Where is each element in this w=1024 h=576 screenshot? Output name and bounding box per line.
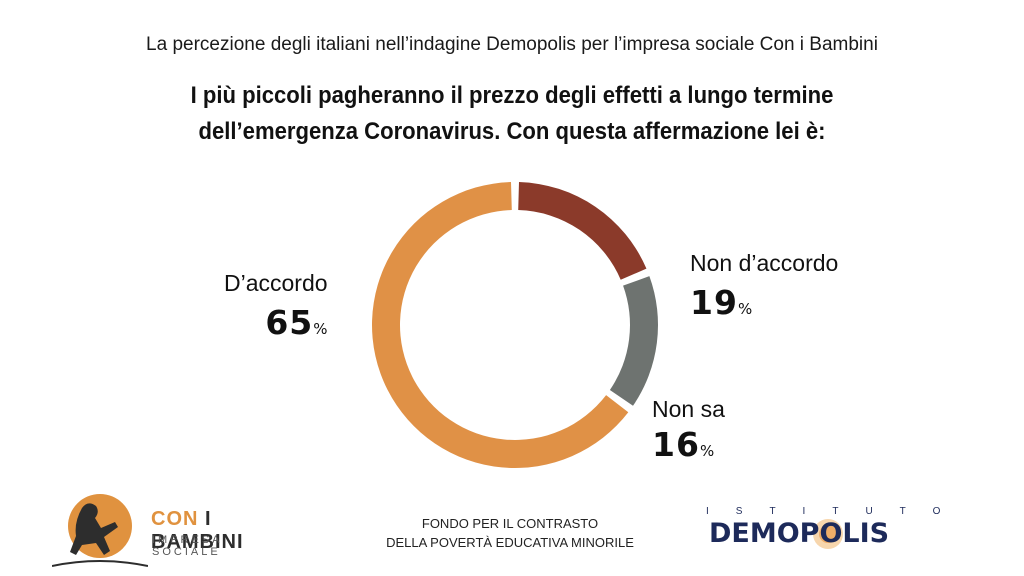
slice-value-daccordo: 65%	[224, 303, 328, 342]
slice-value-unit: %	[313, 320, 328, 338]
demopolis-sun-icon	[813, 519, 843, 549]
slice-value-unit: %	[737, 300, 753, 318]
demopolis-logo: ISTITUTO DEMOPOLIS	[706, 506, 968, 556]
slice-name-non-sa: Non sa	[652, 396, 725, 422]
chart-title-line-2: dell’emergenza Coronavirus. Con questa a…	[198, 118, 826, 145]
demopolis-logo-istituto: ISTITUTO	[706, 506, 968, 517]
chart-subtitle: La percezione degli italiani nell’indagi…	[146, 34, 878, 55]
donut-chart	[372, 182, 658, 468]
fund-caption-line-2: DELLA POVERTÀ EDUCATIVA MINORILE	[386, 535, 634, 550]
slice-name-non-daccordo: Non d’accordo	[690, 250, 839, 276]
slice-value-number-non-daccordo: 19	[690, 283, 738, 322]
con-i-bambini-tagline: IMPRESA SOCIALE	[152, 534, 222, 558]
slice-non-sa	[609, 276, 658, 406]
slice-value-number-non-sa: 16	[652, 425, 700, 464]
slice-label-daccordo: D’accordo 65%	[224, 270, 328, 342]
slice-value-non-sa: 16%	[652, 425, 725, 464]
con-i-bambini-logo: CON I BAMBINI IMPRESA SOCIALE	[51, 490, 292, 570]
con-i-bambini-wordmark: CON I BAMBINI	[151, 508, 292, 554]
chart-title: I più piccoli pagheranno il prezzo degli…	[144, 78, 880, 150]
demopolis-logo-name: DEMOPOLIS	[709, 518, 890, 549]
slice-value-number-daccordo: 65	[265, 303, 314, 342]
con-i-bambini-wordmark-rest: I BAMBINI	[151, 508, 244, 553]
slice-label-non-daccordo: Non d’accordo 19%	[690, 250, 838, 322]
slice-value-non-daccordo: 19%	[690, 283, 838, 322]
fund-caption-line-1: FONDO PER IL CONTRASTO	[421, 516, 599, 531]
reading-child-icon	[51, 494, 149, 567]
slice-name-daccordo: D’accordo	[224, 270, 328, 296]
con-i-bambini-wordmark-con: CON	[151, 508, 199, 530]
fund-caption: FONDO PER IL CONTRASTO DELLA POVERTÀ EDU…	[360, 514, 660, 552]
slice-label-non-sa: Non sa 16%	[652, 396, 725, 464]
slice-non-daccordo	[518, 182, 647, 280]
slice-value-unit: %	[699, 442, 715, 460]
chart-title-line-1: I più piccoli pagheranno il prezzo degli…	[190, 82, 834, 109]
